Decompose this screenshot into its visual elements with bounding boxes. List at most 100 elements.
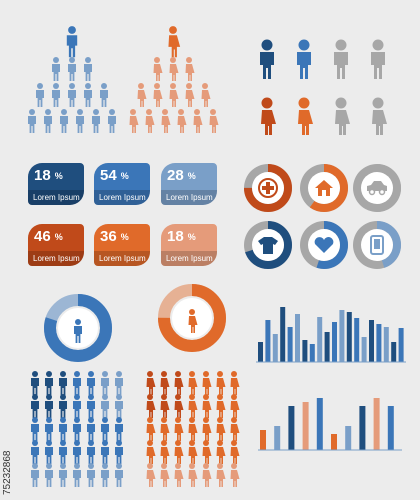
male-person-icon	[45, 417, 53, 441]
female-person-icon	[209, 109, 219, 133]
female-person-icon	[146, 417, 156, 441]
male-person-icon	[76, 109, 84, 133]
male-person-icon	[44, 109, 52, 133]
female-person-icon	[177, 109, 187, 133]
male-person-icon	[101, 463, 109, 487]
bar	[376, 324, 382, 362]
bar	[331, 434, 337, 450]
male-person-icon	[52, 83, 60, 107]
female-person-icon	[202, 417, 212, 441]
ring-fill	[300, 164, 348, 212]
male-person-icon	[31, 440, 39, 464]
bar	[354, 318, 360, 362]
stat-caption: Lorem Ipsum	[161, 190, 217, 205]
female-person-icon	[169, 57, 179, 81]
stat-value: 36	[100, 228, 117, 245]
stat-caption: Lorem Ipsum	[28, 190, 84, 205]
female-person-icon	[188, 371, 198, 395]
female-person-icon	[161, 109, 171, 133]
male-person-icon	[84, 83, 92, 107]
female-person-icon	[174, 440, 184, 464]
male-person-icon	[59, 463, 67, 487]
female-person-icon	[261, 97, 276, 135]
female-person-icon	[146, 371, 156, 395]
male-person-icon	[36, 83, 44, 107]
person-gauge	[44, 294, 112, 362]
male-person-icon	[59, 371, 67, 395]
female-person-icon	[169, 83, 179, 107]
female-person-icon	[153, 83, 163, 107]
female-person-icon	[174, 417, 184, 441]
bar	[302, 340, 308, 362]
bar	[287, 327, 293, 362]
female-person-icon	[146, 463, 156, 487]
stat-badge-5: 36% Lorem Ipsum	[94, 224, 150, 266]
female-person-icon	[160, 371, 170, 395]
stat-badge-1: 18% Lorem Ipsum	[28, 163, 84, 205]
female-person-icon	[160, 394, 170, 418]
female-person-icon	[230, 394, 240, 418]
bar	[265, 320, 271, 362]
female-person-icon	[230, 440, 240, 464]
leader-person-icon	[168, 26, 181, 58]
male-person-icon	[334, 39, 348, 79]
bar	[332, 322, 337, 362]
car-icon	[367, 181, 387, 196]
heart-icon	[314, 237, 334, 253]
female-person-icon	[160, 463, 170, 487]
male-person-icon	[45, 394, 53, 418]
female-person-icon	[160, 417, 170, 441]
female-person-icon	[372, 97, 387, 135]
male-person-icon	[115, 417, 123, 441]
stat-badge-6: 18% Lorem Ipsum	[161, 224, 217, 266]
male-person-icon	[31, 394, 39, 418]
female-person-icon	[216, 394, 226, 418]
female-person-icon	[129, 109, 139, 133]
male-person-icon	[59, 394, 67, 418]
bar	[398, 328, 404, 362]
stat-badge-4: 46% Lorem Ipsum	[28, 224, 84, 266]
bar	[373, 398, 380, 450]
male-person-icon	[73, 371, 81, 395]
male-person-icon	[371, 39, 385, 79]
stat-caption: Lorem Ipsum	[28, 251, 84, 266]
icon-ring	[353, 221, 401, 269]
female-person-icon	[230, 371, 240, 395]
female-person-icon	[216, 417, 226, 441]
male-person-icon	[31, 371, 39, 395]
female-person-icon	[185, 57, 195, 81]
female-person-icon	[188, 394, 198, 418]
bar	[272, 334, 278, 362]
female-person-icon	[185, 83, 195, 107]
male-person-icon	[87, 417, 95, 441]
gauge-fill	[158, 284, 226, 352]
stat-badge-2: 54% Lorem Ipsum	[94, 163, 150, 205]
male-person-icon	[31, 417, 39, 441]
male-person-icon	[115, 440, 123, 464]
gauge-fill	[44, 294, 112, 362]
female-person-icon	[188, 463, 198, 487]
bar	[359, 406, 366, 450]
person-gauges	[44, 284, 226, 362]
female-person-icon	[188, 417, 198, 441]
female-person-icon	[193, 109, 203, 133]
female-person-icon	[216, 371, 226, 395]
male-person-icon	[100, 83, 108, 107]
female-people-grid	[146, 371, 240, 487]
female-person-icon	[202, 394, 212, 418]
male-person-icon	[73, 440, 81, 464]
percent-symbol: %	[187, 232, 196, 242]
bar	[274, 426, 281, 450]
male-person-icon	[84, 57, 92, 81]
bar	[391, 342, 397, 362]
stat-value: 18	[167, 228, 184, 245]
stat-value: 18	[34, 167, 51, 184]
bar-chart-top	[256, 307, 406, 363]
stock-id-watermark: 75232868	[2, 385, 14, 496]
bar	[295, 314, 300, 362]
male-person-icon	[101, 394, 109, 418]
bar	[258, 342, 263, 362]
bar	[316, 398, 323, 450]
male-people-grid	[31, 371, 123, 487]
ring-fill	[244, 221, 292, 269]
